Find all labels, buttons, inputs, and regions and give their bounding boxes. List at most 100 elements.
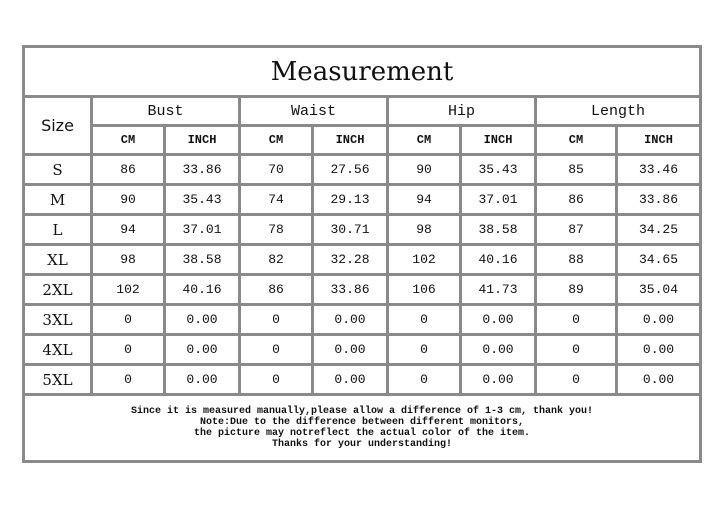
value-cell: 0 <box>90 363 166 396</box>
value-cell: 0.00 <box>614 303 703 336</box>
value-cell: 0 <box>238 333 314 366</box>
value-cell: 0 <box>386 333 462 366</box>
value-cell: 98 <box>90 243 166 276</box>
value-cell: 102 <box>386 243 462 276</box>
value-cell: 88 <box>534 243 618 276</box>
value-cell: 41.73 <box>459 273 537 306</box>
value-cell: 0.00 <box>459 363 537 396</box>
group-header: Length <box>533 95 703 127</box>
value-cell: 35.43 <box>163 183 241 216</box>
note-line: Thanks for your understanding! <box>272 439 453 450</box>
value-cell: 37.01 <box>163 213 241 246</box>
table-row: XL 98 38.58 82 32.28 102 40.16 88 34.65 <box>22 243 703 276</box>
value-cell: 35.04 <box>614 273 703 306</box>
table-row: M 90 35.43 74 29.13 94 37.01 86 33.86 <box>22 183 703 216</box>
table-row: 3XL 0 0.00 0 0.00 0 0.00 0 0.00 <box>22 303 703 336</box>
value-cell: 0 <box>386 363 462 396</box>
size-chart-table: Measurement Size Bust Waist Hip Length CM INC… <box>21 45 703 463</box>
value-cell: 40.16 <box>163 273 241 306</box>
value-cell: 0.00 <box>311 303 389 336</box>
value-cell: 74 <box>238 183 314 216</box>
unit-header: INCH <box>459 124 537 156</box>
value-cell: 70 <box>238 153 314 186</box>
value-cell: 0.00 <box>311 363 389 396</box>
value-cell: 0 <box>534 303 618 336</box>
value-cell: 0 <box>238 363 314 396</box>
value-cell: 0 <box>90 303 166 336</box>
value-cell: 94 <box>386 183 462 216</box>
table-row: 5XL 0 0.00 0 0.00 0 0.00 0 0.00 <box>22 363 703 396</box>
table-row: 4XL 0 0.00 0 0.00 0 0.00 0 0.00 <box>22 333 703 366</box>
value-cell: 33.86 <box>311 273 389 306</box>
value-cell: 34.25 <box>614 213 703 246</box>
value-cell: 0 <box>238 303 314 336</box>
size-cell: 2XL <box>22 273 93 306</box>
group-header: Hip <box>386 95 537 127</box>
unit-header: CM <box>238 124 314 156</box>
value-cell: 87 <box>534 213 618 246</box>
unit-header: CM <box>534 124 618 156</box>
size-cell: 5XL <box>22 363 93 396</box>
value-cell: 94 <box>90 213 166 246</box>
value-cell: 0.00 <box>614 363 703 396</box>
size-cell: XL <box>22 243 93 276</box>
value-cell: 0 <box>386 303 462 336</box>
value-cell: 78 <box>238 213 314 246</box>
value-cell: 34.65 <box>614 243 703 276</box>
value-cell: 32.28 <box>311 243 389 276</box>
size-cell: M <box>22 183 93 216</box>
value-cell: 0.00 <box>459 303 537 336</box>
value-cell: 85 <box>534 153 618 186</box>
unit-header: CM <box>90 124 166 156</box>
note-line: Since it is measured manually,please all… <box>130 406 594 417</box>
group-header: Bust <box>90 95 241 127</box>
size-header: Size <box>22 95 93 156</box>
value-cell: 0.00 <box>459 333 537 366</box>
value-cell: 35.43 <box>459 153 537 186</box>
note-line: the picture may notreflect the actual co… <box>193 428 531 439</box>
value-cell: 86 <box>238 273 314 306</box>
value-cell: 0.00 <box>311 333 389 366</box>
value-cell: 33.46 <box>614 153 703 186</box>
value-cell: 27.56 <box>311 153 389 186</box>
unit-header: INCH <box>614 124 703 156</box>
value-cell: 29.13 <box>311 183 389 216</box>
value-cell: 98 <box>386 213 462 246</box>
value-cell: 38.58 <box>163 243 241 276</box>
size-cell: L <box>22 213 93 246</box>
value-cell: 89 <box>534 273 618 306</box>
unit-header: INCH <box>311 124 389 156</box>
value-cell: 0 <box>90 333 166 366</box>
size-cell: 3XL <box>22 303 93 336</box>
value-cell: 102 <box>90 273 166 306</box>
group-header: Waist <box>238 95 389 127</box>
unit-header: CM <box>386 124 462 156</box>
size-cell: S <box>22 153 93 186</box>
value-cell: 0.00 <box>163 363 241 396</box>
note-line: Note:Due to the difference between diffe… <box>199 417 525 428</box>
unit-header: INCH <box>163 124 241 156</box>
value-cell: 0 <box>534 333 618 366</box>
value-cell: 30.71 <box>311 213 389 246</box>
size-cell: 4XL <box>22 333 93 366</box>
value-cell: 38.58 <box>459 213 537 246</box>
table-row: 2XL 102 40.16 86 33.86 106 41.73 89 35.04 <box>22 273 703 306</box>
value-cell: 40.16 <box>459 243 537 276</box>
value-cell: 90 <box>386 153 462 186</box>
notes: Since it is measured manually,please all… <box>21 393 703 463</box>
chart-title: Measurement <box>21 45 703 98</box>
value-cell: 0.00 <box>163 333 241 366</box>
value-cell: 82 <box>238 243 314 276</box>
value-cell: 86 <box>534 183 618 216</box>
table-row: S 86 33.86 70 27.56 90 35.43 85 33.46 <box>22 153 703 186</box>
value-cell: 0.00 <box>163 303 241 336</box>
value-cell: 37.01 <box>459 183 537 216</box>
value-cell: 90 <box>90 183 166 216</box>
table-row: L 94 37.01 78 30.71 98 38.58 87 34.25 <box>22 213 703 246</box>
value-cell: 0.00 <box>614 333 703 366</box>
value-cell: 33.86 <box>163 153 241 186</box>
value-cell: 33.86 <box>614 183 703 216</box>
value-cell: 106 <box>386 273 462 306</box>
value-cell: 86 <box>90 153 166 186</box>
value-cell: 0 <box>534 363 618 396</box>
